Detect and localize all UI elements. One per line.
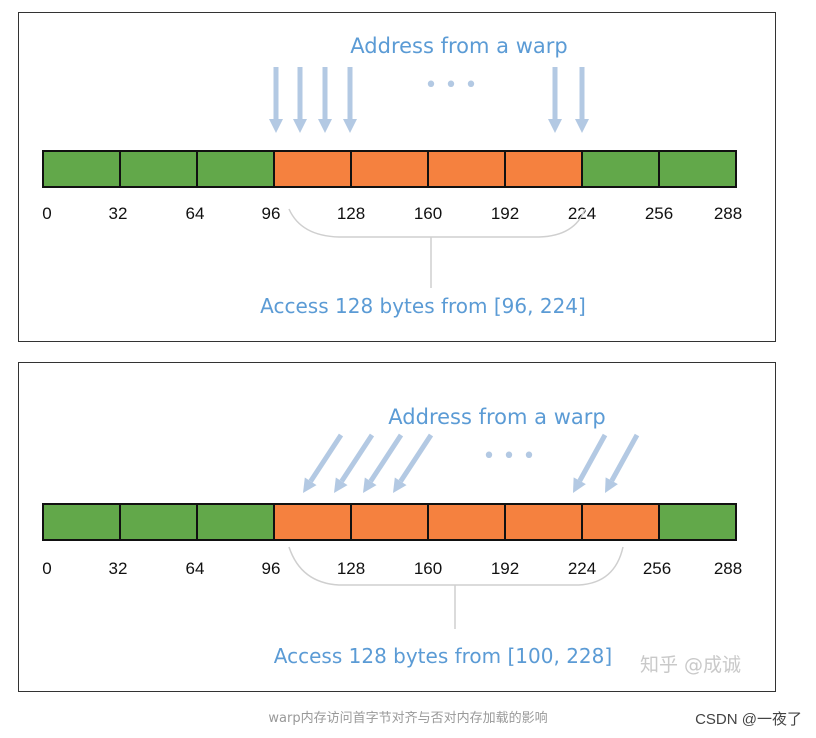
memory-cell	[658, 150, 737, 188]
zhihu-watermark: 知乎 @成诚	[640, 654, 742, 676]
address-arrow	[303, 433, 344, 493]
accessed-memory-cell	[427, 150, 506, 188]
byte-offset-label: 256	[645, 204, 673, 223]
byte-offset-labels: 0 32 64 96 128 160 192 224 256 288	[42, 559, 742, 578]
address-arrow	[573, 433, 608, 493]
address-from-warp-label: Address from a warp	[388, 405, 605, 429]
memory-cell	[581, 150, 660, 188]
accessed-memory-cell	[504, 150, 583, 188]
byte-offset-label: 160	[414, 559, 442, 578]
access-range-brace	[288, 546, 624, 586]
byte-offset-label: 256	[643, 559, 671, 578]
byte-offset-label: 96	[262, 204, 281, 223]
accessed-memory-cell	[273, 150, 352, 188]
access-range-label: Access 128 bytes from [96, 224]	[260, 294, 586, 318]
memory-cell	[196, 503, 275, 541]
byte-offset-label: 192	[491, 204, 519, 223]
misaligned-access-diagram: Address from a warp • • • 0 32 64 96 128 160 1…	[42, 405, 742, 668]
byte-offset-label: 288	[714, 204, 742, 223]
warp-address-arrows	[303, 433, 640, 493]
memory-segment-row	[42, 503, 737, 541]
byte-offset-label: 128	[337, 204, 365, 223]
address-arrow	[343, 67, 357, 133]
address-arrow	[393, 433, 434, 493]
csdn-credit: CSDN @一夜了	[695, 711, 802, 728]
memory-cell	[42, 150, 121, 188]
byte-offset-label: 224	[568, 559, 596, 578]
misaligned-access-panel: Address from a warp • • • 0 32 64 96 128 160 1…	[18, 362, 776, 692]
address-arrow	[269, 67, 283, 133]
byte-offset-labels: 0 32 64 96 128 160 192 224 256 288	[42, 204, 742, 223]
address-from-warp-label: Address from a warp	[350, 34, 567, 58]
byte-offset-label: 64	[186, 204, 205, 223]
access-range-label: Access 128 bytes from [100, 228]	[274, 644, 612, 668]
address-arrow	[318, 67, 332, 133]
ellipsis-dots: • • •	[483, 444, 536, 469]
memory-cell	[119, 503, 198, 541]
aligned-access-panel: Address from a warp • • • 0 32 64 96 128 160 1…	[18, 12, 776, 342]
address-arrow	[334, 433, 375, 493]
accessed-memory-cell	[427, 503, 506, 541]
byte-offset-label: 0	[42, 559, 51, 578]
byte-offset-label: 32	[109, 204, 128, 223]
figure-caption: warp内存访问首字节对齐与否对内存加载的影响	[268, 711, 548, 726]
byte-offset-label: 160	[414, 204, 442, 223]
byte-offset-label: 192	[491, 559, 519, 578]
memory-cell	[119, 150, 198, 188]
byte-offset-label: 224	[568, 204, 596, 223]
address-arrow	[605, 433, 640, 493]
memory-cell	[658, 503, 737, 541]
accessed-memory-cell	[350, 150, 429, 188]
address-arrow	[363, 433, 404, 493]
byte-offset-label: 64	[186, 559, 205, 578]
accessed-memory-cell	[273, 503, 352, 541]
byte-offset-label: 128	[337, 559, 365, 578]
memory-segment-row	[42, 150, 737, 188]
byte-offset-label: 0	[42, 204, 51, 223]
byte-offset-label: 32	[109, 559, 128, 578]
access-range-brace	[288, 208, 586, 238]
ellipsis-dots: • • •	[425, 73, 478, 98]
warp-address-arrows	[269, 67, 589, 133]
accessed-memory-cell	[504, 503, 583, 541]
memory-cell	[196, 150, 275, 188]
accessed-memory-cell	[581, 503, 660, 541]
address-arrow	[293, 67, 307, 133]
address-arrow	[575, 67, 589, 133]
byte-offset-label: 96	[262, 559, 281, 578]
aligned-access-diagram: Address from a warp • • • 0 32 64 96 128 160 1…	[42, 34, 742, 318]
memory-cell	[42, 503, 121, 541]
byte-offset-label: 288	[714, 559, 742, 578]
address-arrow	[548, 67, 562, 133]
accessed-memory-cell	[350, 503, 429, 541]
